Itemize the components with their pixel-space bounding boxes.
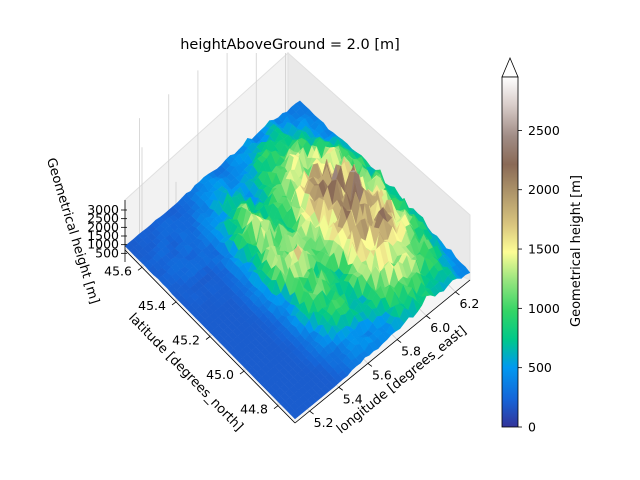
- colorbar-ticks: 0 500 1000 1500 2000 2500: [518, 123, 560, 435]
- x-tick-label: 5.2: [314, 415, 334, 430]
- z-tick-label: 2000: [87, 219, 119, 234]
- x-axis-line: [294, 279, 471, 424]
- plot-area: 5.25.45.65.86.06.2 44.845.045.245.445.6 …: [87, 51, 479, 430]
- x-tick-mark: [367, 363, 373, 367]
- y-tick-label: 45.6: [104, 263, 132, 278]
- z-tick-label: 500: [95, 245, 119, 260]
- colorbar-tick-label: 2500: [528, 123, 560, 138]
- y-tick-mark: [273, 405, 279, 410]
- x-tick-label: 6.0: [430, 320, 450, 335]
- y-tick-mark: [205, 336, 211, 340]
- y-tick-label: 44.8: [240, 402, 268, 417]
- x-tick-mark: [455, 291, 460, 296]
- x-tick-label: 5.4: [343, 391, 363, 406]
- y-tick-mark: [239, 370, 245, 375]
- x-tick-mark: [338, 386, 343, 391]
- y-tick-label: 45.0: [206, 367, 234, 382]
- z-tick-label: 2500: [87, 211, 119, 226]
- colorbar-extend-triangle-icon: [501, 56, 519, 78]
- x-tick-mark: [309, 410, 314, 415]
- surface-plot: [124, 100, 471, 420]
- x-tick-label: 5.8: [401, 344, 421, 359]
- surface-patch: [460, 266, 471, 275]
- y-tick-label: 45.2: [172, 333, 200, 348]
- x-tick-label: 5.6: [372, 367, 392, 382]
- colorbar-tick-label: 2000: [528, 182, 560, 197]
- z-tick-label: 1500: [87, 228, 119, 243]
- colorbar-tick-label: 1000: [528, 301, 560, 316]
- y-tick-mark: [171, 301, 177, 306]
- x-ticks: 5.2 5.4 5.6 5.8 6.0 6.2: [309, 291, 479, 430]
- colorbar-tick-label: 500: [528, 360, 552, 375]
- colorbar-tick-label: 1500: [528, 242, 560, 257]
- x-tick-mark: [396, 339, 402, 343]
- chart-title: heightAboveGround = 2.0 [m]: [180, 37, 400, 53]
- colorbar-label: Geometrical height [m]: [569, 175, 584, 327]
- colorbar-gradient: [501, 76, 519, 428]
- z-tick-label: 1000: [87, 237, 119, 252]
- x-tick-label: 6.2: [459, 296, 479, 311]
- colorbar: 0 500 1000 1500 2000 2500 Geometrical height …: [501, 56, 584, 435]
- y-tick-mark: [137, 266, 143, 271]
- z-tick-label: 3000: [87, 202, 119, 217]
- y-ticks: 44.8 45.0 45.2 45.4 45.6: [104, 263, 279, 417]
- colorbar-tick-label: 0: [528, 420, 536, 435]
- x-tick-mark: [426, 315, 431, 320]
- y-tick-label: 45.4: [138, 298, 166, 313]
